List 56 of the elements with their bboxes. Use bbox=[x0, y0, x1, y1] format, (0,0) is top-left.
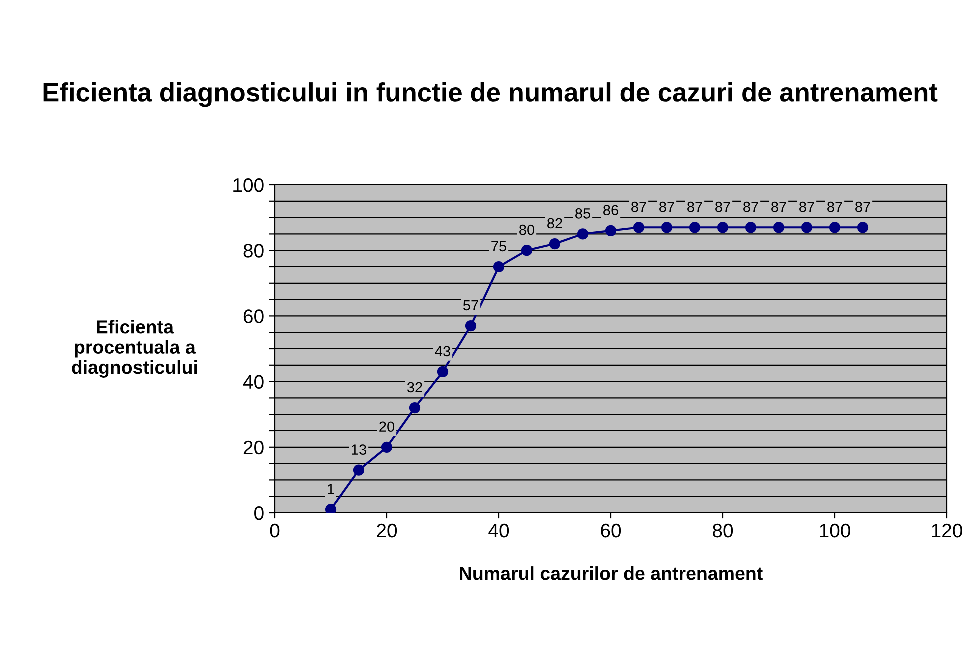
data-label: 87 bbox=[744, 202, 758, 212]
point bbox=[801, 222, 813, 234]
x-tick-label: 100 bbox=[820, 524, 850, 538]
y-tick-label: 40 bbox=[243, 375, 264, 390]
x-tick-label: 40 bbox=[488, 524, 510, 538]
point bbox=[521, 245, 533, 256]
y-tick-label: 80 bbox=[244, 244, 264, 258]
x-tick-label: 0 bbox=[270, 524, 280, 538]
point bbox=[717, 222, 729, 234]
point bbox=[857, 222, 869, 234]
y-tick-label: 0 bbox=[254, 506, 264, 520]
x-axis-title: Numarul cazurilor de antrenament bbox=[460, 566, 763, 580]
y-tick-label: 100 bbox=[234, 178, 264, 192]
point bbox=[605, 225, 617, 236]
point bbox=[661, 222, 673, 234]
point bbox=[353, 464, 365, 476]
y-axis-title: Eficienta procentuala a diagnosticului bbox=[72, 320, 198, 378]
data-label: 1 bbox=[328, 484, 334, 494]
x-tick-label: 20 bbox=[377, 524, 398, 538]
data-label: 87 bbox=[688, 202, 702, 212]
data-label: 87 bbox=[856, 202, 870, 212]
point bbox=[325, 504, 337, 513]
data-label: 20 bbox=[380, 422, 395, 432]
data-label: 86 bbox=[604, 205, 618, 216]
data-label: 43 bbox=[435, 346, 450, 357]
x-tick-label: 80 bbox=[713, 524, 734, 538]
y-tick-label: 60 bbox=[244, 310, 264, 324]
y-tick-label: 20 bbox=[244, 440, 264, 455]
point bbox=[493, 261, 505, 273]
point bbox=[409, 402, 421, 414]
point bbox=[745, 222, 757, 234]
point bbox=[437, 366, 449, 378]
data-label: 87 bbox=[660, 202, 674, 212]
chart-title: Eficienta diagnosticului in functie de numarul de cazuri de antrenament bbox=[44, 82, 938, 108]
point bbox=[829, 222, 841, 234]
point bbox=[549, 238, 561, 250]
data-label: 57 bbox=[463, 300, 478, 311]
point bbox=[465, 320, 477, 332]
data-label: 87 bbox=[632, 202, 646, 212]
point bbox=[689, 222, 701, 234]
data-label: 32 bbox=[407, 382, 422, 393]
data-label: 87 bbox=[828, 202, 842, 212]
data-label: 87 bbox=[800, 202, 814, 212]
point bbox=[633, 222, 645, 234]
data-label: 82 bbox=[548, 218, 562, 229]
data-label: 75 bbox=[492, 241, 506, 252]
x-tick-label: 60 bbox=[601, 524, 622, 538]
point bbox=[381, 442, 393, 453]
x-tick-label: 120 bbox=[932, 524, 962, 538]
data-label: 87 bbox=[772, 202, 786, 212]
point bbox=[577, 228, 589, 240]
data-label: 13 bbox=[352, 444, 366, 455]
data-label: 80 bbox=[520, 224, 535, 236]
data-label: 87 bbox=[716, 202, 730, 212]
point bbox=[773, 222, 785, 234]
data-label: 85 bbox=[576, 208, 590, 219]
